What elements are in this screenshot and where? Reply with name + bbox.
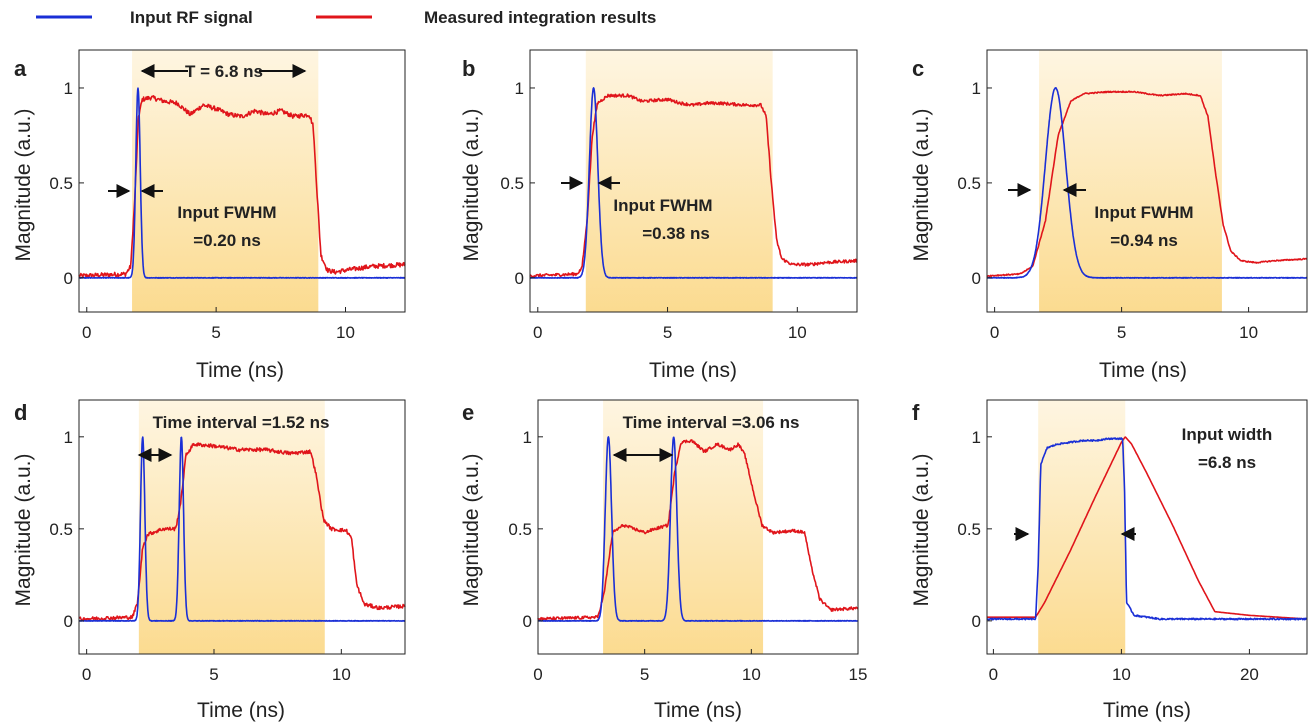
y-axis-title: Magnitude (a.u.) <box>460 454 483 607</box>
y-tick-label: 0 <box>64 269 73 288</box>
panel-b: 0 5 10 0 0.5 1 b Time (ns) Magnitude (a.u.) I… <box>460 49 858 382</box>
input-series-line <box>529 87 858 279</box>
input-series-line <box>537 436 859 622</box>
plot-frame <box>78 399 406 655</box>
y-axis-title: Magnitude (a.u.) <box>910 454 933 607</box>
y-tick-label: 1 <box>972 428 981 447</box>
panel-label: a <box>14 56 27 81</box>
plot-frame <box>537 399 859 655</box>
width-label: Input width <box>1182 425 1273 444</box>
y-tick-label: 0.5 <box>957 174 981 193</box>
x-tick-label: 0 <box>82 665 91 684</box>
period-annotation: T = 6.8 ns <box>140 62 307 81</box>
input-series-line <box>986 437 1308 621</box>
output-series-line <box>986 90 1308 278</box>
panel-c: 0 5 10 0 0.5 1 c Time (ns) Magnitude (a.u.) I… <box>910 49 1308 382</box>
width-value: =6.8 ns <box>1198 453 1256 472</box>
x-tick-label: 5 <box>1117 323 1126 342</box>
x-axis-title: Time (ns) <box>1099 359 1187 382</box>
panel-label: e <box>462 400 474 425</box>
x-tick-label: 0 <box>533 323 542 342</box>
panel-label: b <box>462 56 475 81</box>
y-tick-label: 1 <box>64 79 73 98</box>
fwhm-value: =0.20 ns <box>193 231 261 250</box>
input-series-line <box>78 87 406 279</box>
legend-label-input: Input RF signal <box>130 8 253 27</box>
x-tick-label: 0 <box>82 323 91 342</box>
x-tick-label: 15 <box>849 665 868 684</box>
y-tick-label: 1 <box>64 428 73 447</box>
y-tick-label: 1 <box>972 79 981 98</box>
y-tick-label: 0.5 <box>49 520 73 539</box>
panel-a: 0 5 10 0 0.5 1 a Time (ns) Magnitude (a.u.) T… <box>12 49 406 382</box>
panel-label: f <box>912 400 920 425</box>
plot-frame <box>986 399 1308 655</box>
legend: Input RF signal Measured integration res… <box>36 8 656 27</box>
y-tick-label: 0.5 <box>49 174 73 193</box>
x-tick-label: 10 <box>336 323 355 342</box>
y-tick-label: 1 <box>515 79 524 98</box>
x-tick-label: 10 <box>788 323 807 342</box>
plot-frame <box>529 49 858 313</box>
y-tick-label: 0 <box>972 612 981 631</box>
output-series-line <box>529 93 858 279</box>
interval-label: Time interval =1.52 ns <box>153 413 330 432</box>
plot-frame <box>78 49 406 313</box>
fwhm-value: =0.38 ns <box>642 224 710 243</box>
output-series-line <box>78 442 406 622</box>
y-axis-title: Magnitude (a.u.) <box>12 109 35 262</box>
y-axis-title: Magnitude (a.u.) <box>460 109 483 262</box>
x-tick-label: 20 <box>1240 665 1259 684</box>
x-tick-label: 10 <box>332 665 351 684</box>
x-axis-title: Time (ns) <box>197 699 285 722</box>
x-tick-label: 10 <box>1239 323 1258 342</box>
y-tick-label: 0 <box>972 269 981 288</box>
output-series-line <box>78 95 406 279</box>
x-tick-label: 5 <box>640 665 649 684</box>
y-tick-label: 0 <box>523 612 532 631</box>
output-series-line <box>537 439 859 622</box>
x-tick-label: 0 <box>990 323 999 342</box>
panel-e: 0 5 10 15 0 0.5 1 e Time (ns) Magnitude (a.u.)… <box>460 399 868 722</box>
y-tick-label: 0 <box>515 269 524 288</box>
x-tick-label: 10 <box>742 665 761 684</box>
y-tick-label: 0.5 <box>508 520 532 539</box>
integration-window <box>585 50 773 312</box>
integration-window <box>138 400 325 654</box>
x-axis-title: Time (ns) <box>649 359 737 382</box>
panel-d: 0 5 10 0 0.5 1 d Time (ns) Magnitude (a.u.) T… <box>12 399 406 722</box>
fwhm-label: Input FWHM <box>613 196 712 215</box>
x-tick-label: 5 <box>663 323 672 342</box>
input-series-line <box>78 436 406 622</box>
fwhm-label: Input FWHM <box>177 203 276 222</box>
x-tick-label: 10 <box>1112 665 1131 684</box>
integration-window <box>1039 50 1222 312</box>
y-tick-label: 1 <box>523 428 532 447</box>
fwhm-label: Input FWHM <box>1094 203 1193 222</box>
plot-frame <box>986 49 1308 313</box>
x-axis-title: Time (ns) <box>196 359 284 382</box>
interval-label: Time interval =3.06 ns <box>623 413 800 432</box>
period-label: T = 6.8 ns <box>185 62 263 81</box>
x-tick-label: 0 <box>533 665 542 684</box>
fwhm-value: =0.94 ns <box>1110 231 1178 250</box>
input-series-line <box>986 87 1308 279</box>
legend-label-output: Measured integration results <box>424 8 656 27</box>
panel-label: d <box>14 400 27 425</box>
panel-label: c <box>912 56 924 81</box>
x-axis-title: Time (ns) <box>654 699 742 722</box>
y-tick-label: 0.5 <box>500 174 524 193</box>
output-series-line <box>986 436 1308 620</box>
x-tick-label: 5 <box>209 665 218 684</box>
integration-window <box>132 50 319 312</box>
x-tick-label: 5 <box>211 323 220 342</box>
y-tick-label: 0 <box>64 612 73 631</box>
y-tick-label: 0.5 <box>957 520 981 539</box>
x-tick-label: 0 <box>989 665 998 684</box>
y-axis-title: Magnitude (a.u.) <box>910 109 933 262</box>
y-axis-title: Magnitude (a.u.) <box>12 454 35 607</box>
x-axis-title: Time (ns) <box>1103 699 1191 722</box>
